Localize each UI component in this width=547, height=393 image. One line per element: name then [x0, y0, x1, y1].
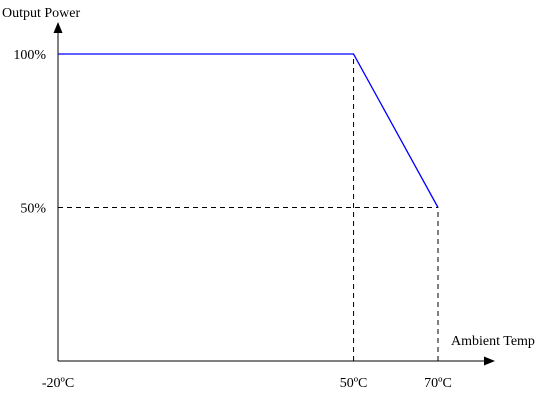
axes — [53, 22, 495, 366]
x-tick-label: 70ºC — [424, 376, 452, 391]
series-line-0 — [58, 53, 439, 208]
series — [58, 53, 439, 208]
y-tick-label: 50% — [20, 202, 46, 217]
reference-lines — [58, 54, 439, 361]
y-axis-title: Output Power — [2, 6, 81, 21]
x-axis-title: Ambient Temp — [451, 334, 535, 349]
y-tick-label: 100% — [13, 48, 46, 63]
y-axis-arrowhead — [53, 22, 63, 33]
x-tick-labels: -20ºC 50ºC 70ºC — [42, 376, 452, 391]
x-tick-label: -20ºC — [42, 376, 74, 391]
x-tick-label: 50ºC — [340, 376, 368, 391]
x-axis-arrowhead — [484, 356, 495, 366]
y-tick-labels: 100% 50% — [13, 48, 46, 217]
